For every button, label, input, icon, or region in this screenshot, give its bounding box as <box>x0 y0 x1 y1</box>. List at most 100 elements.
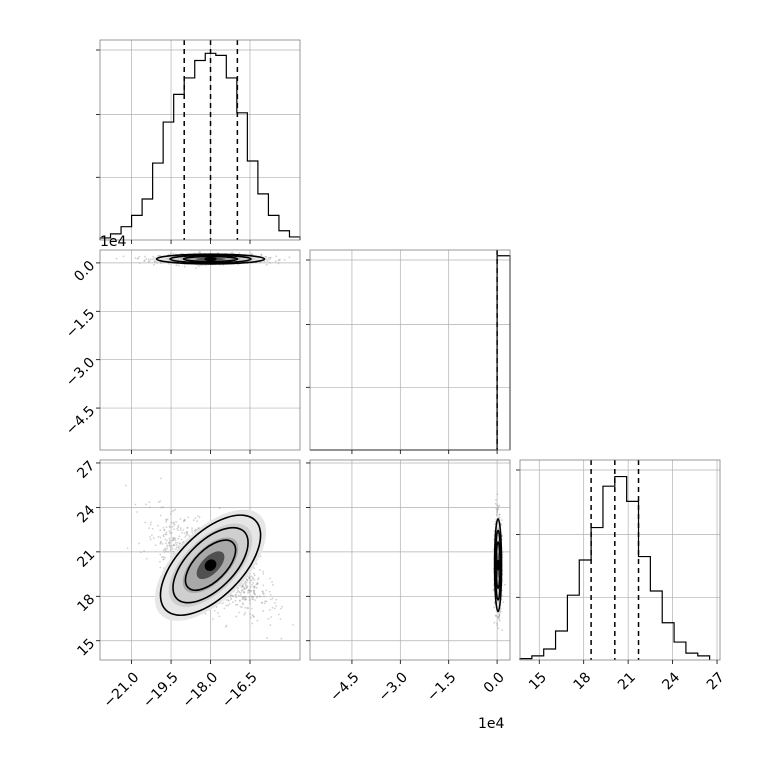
sample-point <box>165 539 168 542</box>
sample-point <box>243 587 246 590</box>
y-tick-label: 21 <box>74 547 98 571</box>
sample-point <box>225 624 228 627</box>
sample-point <box>243 588 245 591</box>
x-tick-label: 18 <box>571 669 595 693</box>
sample-point <box>273 607 276 610</box>
sample-point <box>138 542 141 545</box>
sample-point <box>502 601 505 604</box>
sample-point <box>244 597 247 600</box>
sample-point <box>259 568 261 571</box>
sample-point <box>178 535 181 538</box>
contour-2 <box>182 255 239 263</box>
x-tick-label: 27 <box>704 669 728 693</box>
sample-point <box>493 606 496 609</box>
sample-point <box>136 257 139 260</box>
sample-point <box>239 605 242 608</box>
sample-point <box>125 484 127 487</box>
sample-point <box>496 504 499 507</box>
sample-point <box>248 581 251 584</box>
sample-point <box>235 615 238 618</box>
sample-point <box>256 619 259 622</box>
sample-point <box>256 583 259 586</box>
sample-point <box>177 526 180 529</box>
sample-point <box>262 584 265 587</box>
contour-0 <box>493 517 503 613</box>
sample-point <box>269 256 272 259</box>
sample-point <box>143 260 146 262</box>
sample-point <box>269 577 272 580</box>
sample-point <box>231 595 234 598</box>
sample-point <box>176 541 179 544</box>
sample-point <box>243 596 246 599</box>
sample-point <box>260 601 263 604</box>
sample-point <box>162 549 165 551</box>
sample-point <box>194 517 197 519</box>
sample-point <box>171 547 174 550</box>
sample-point <box>253 591 256 594</box>
y-tick-label: 24 <box>74 502 98 526</box>
sample-point <box>497 617 500 619</box>
sample-point <box>493 621 496 624</box>
sample-point <box>157 501 160 504</box>
sample-point <box>172 252 175 255</box>
sample-point <box>241 584 244 587</box>
sample-point <box>281 605 283 608</box>
sample-point <box>496 624 499 627</box>
sample-point <box>241 602 244 604</box>
sample-point <box>160 477 162 480</box>
sample-point <box>139 551 142 554</box>
sample-point <box>245 598 247 601</box>
sample-point <box>236 589 239 592</box>
sample-point <box>498 513 501 516</box>
sample-point <box>500 523 503 526</box>
sample-point <box>234 599 237 602</box>
sample-point <box>241 589 244 591</box>
sample-point <box>165 526 168 529</box>
sample-point <box>497 508 500 511</box>
sample-point <box>269 608 271 611</box>
sample-point <box>235 594 237 596</box>
sample-point <box>497 627 500 630</box>
sample-point <box>258 595 261 597</box>
sample-point <box>175 544 178 546</box>
sample-point <box>244 582 247 585</box>
sample-point <box>168 526 171 529</box>
sample-point <box>136 511 138 513</box>
sample-point <box>165 531 168 534</box>
sample-point <box>252 598 255 601</box>
sample-point <box>168 542 170 545</box>
sample-point <box>137 257 140 260</box>
sample-point <box>249 590 252 593</box>
sample-point <box>246 607 249 609</box>
sample-point <box>496 493 499 496</box>
sample-point <box>251 622 254 625</box>
sample-point <box>183 532 186 534</box>
sample-point <box>186 526 189 529</box>
sample-point <box>170 545 173 548</box>
sample-point <box>235 596 237 599</box>
histogram-panel-1 <box>306 249 511 451</box>
sample-point <box>262 573 265 575</box>
x-tick-label: −18.0 <box>180 669 222 711</box>
sample-point <box>222 602 224 605</box>
sample-point <box>183 519 186 522</box>
sample-point <box>249 613 251 615</box>
sample-point <box>265 589 267 592</box>
sample-point <box>245 587 248 590</box>
sample-point <box>243 596 246 598</box>
sample-point <box>182 529 185 531</box>
sample-point <box>199 252 202 254</box>
sample-point <box>183 519 186 521</box>
sample-point <box>163 529 166 532</box>
sample-point <box>231 251 233 254</box>
sample-point <box>177 264 180 267</box>
sample-point <box>163 551 166 554</box>
sample-point <box>165 542 167 545</box>
sample-point <box>263 595 265 598</box>
sample-point <box>236 603 239 606</box>
sample-point <box>168 537 171 540</box>
sample-point <box>495 513 498 516</box>
sample-point <box>260 254 263 256</box>
sample-point <box>240 606 243 609</box>
sample-point <box>271 606 274 609</box>
